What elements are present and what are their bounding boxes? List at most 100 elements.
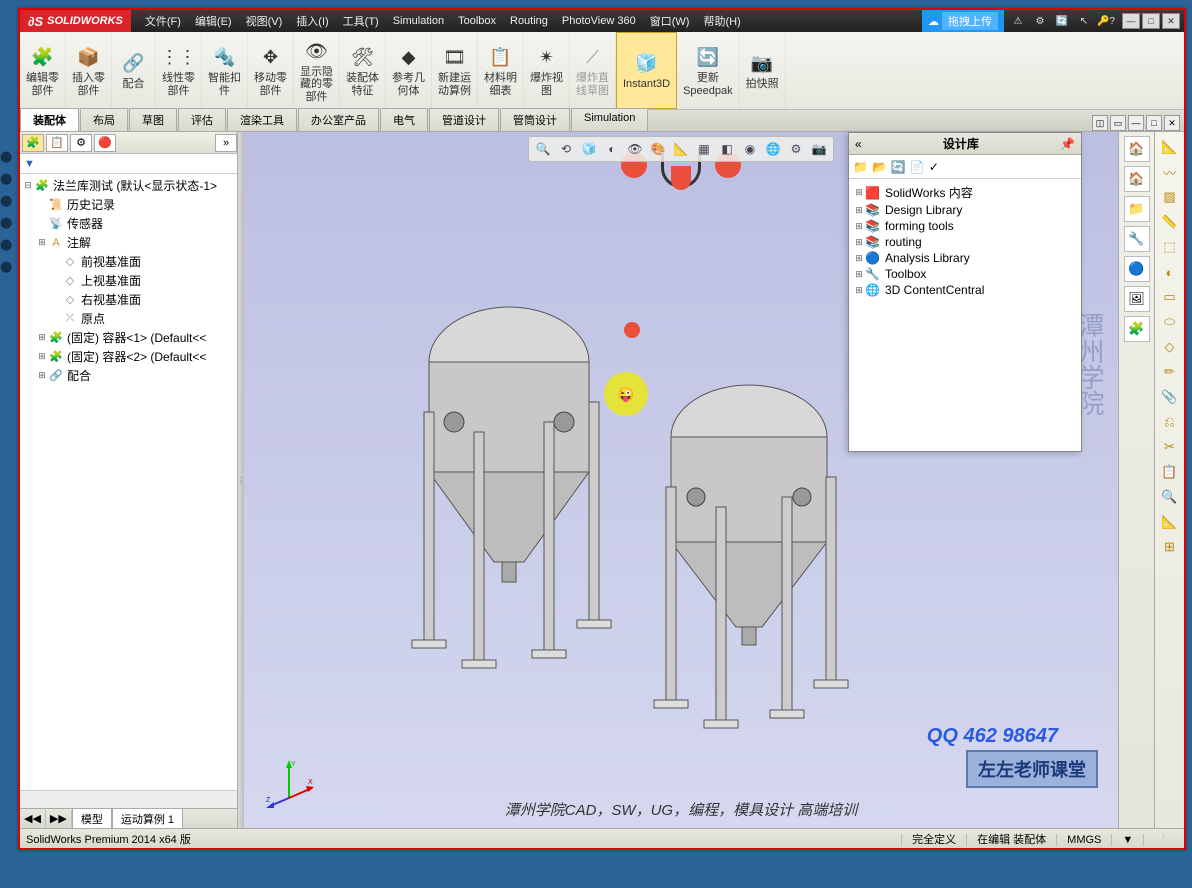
tree-item[interactable]: ⊞🧩(固定) 容器<2> (Default<<: [22, 347, 235, 366]
library-item[interactable]: ⊞🌐3D ContentCentral: [853, 282, 1077, 298]
design-library-tree[interactable]: ⊞🟥SolidWorks 内容⊞📚Design Library⊞📚forming…: [849, 179, 1081, 451]
ribbon-button[interactable]: 👁显示隐 藏的零 部件: [294, 32, 340, 109]
taskpane-tool[interactable]: 🔄: [891, 160, 906, 174]
taskpane-tool[interactable]: 📁: [853, 160, 868, 174]
taskpane-collapse-icon[interactable]: «: [855, 137, 862, 151]
view-tool-button[interactable]: ◐: [602, 139, 622, 159]
view-tool-button[interactable]: 📷: [809, 139, 829, 159]
taskpane-tab[interactable]: 🔧: [1124, 226, 1150, 252]
cursor-icon[interactable]: ↖: [1074, 12, 1094, 30]
tree-item[interactable]: ⤫原点: [22, 309, 235, 328]
menu-item[interactable]: Routing: [504, 13, 554, 29]
taskpane-tab[interactable]: 📁: [1124, 196, 1150, 222]
vtool-button[interactable]: ⬚: [1159, 236, 1181, 258]
vtool-button[interactable]: ▨: [1159, 186, 1181, 208]
vtool-button[interactable]: 〰: [1159, 161, 1181, 183]
library-item[interactable]: ⊞🟥SolidWorks 内容: [853, 183, 1077, 202]
vtool-button[interactable]: 📐: [1159, 136, 1181, 158]
library-item[interactable]: ⊞🔧Toolbox: [853, 266, 1077, 282]
taskpane-tab[interactable]: 🏠: [1124, 136, 1150, 162]
ribbon-button[interactable]: 🧊Instant3D: [616, 32, 677, 109]
vtool-button[interactable]: 📋: [1159, 461, 1181, 483]
panel-btn-1[interactable]: ◫: [1092, 115, 1108, 131]
ribbon-button[interactable]: 📷拍快照: [740, 32, 786, 109]
ribbon-button[interactable]: 🔩智能扣 件: [202, 32, 248, 109]
fm-tab-display[interactable]: 🔴: [94, 134, 116, 152]
motion-prev[interactable]: ◀◀: [20, 810, 46, 827]
command-tab[interactable]: 草图: [129, 108, 177, 131]
options-icon[interactable]: ⚙: [1030, 12, 1050, 30]
feature-tree[interactable]: ⊟ 🧩 法兰库测试 (默认<显示状态-1> 📜历史记录📡传感器⊞A注解◇前视基准…: [20, 174, 237, 790]
menu-item[interactable]: 文件(F): [139, 11, 187, 31]
ribbon-button[interactable]: 📦插入零 部件: [66, 32, 112, 109]
view-tool-button[interactable]: ⟲: [556, 139, 576, 159]
tree-item[interactable]: ⊞🔗配合: [22, 366, 235, 385]
vtool-button[interactable]: 📐: [1159, 511, 1181, 533]
library-item[interactable]: ⊞📚Design Library: [853, 202, 1077, 218]
vtool-button[interactable]: ▭: [1159, 286, 1181, 308]
menu-item[interactable]: 工具(T): [337, 11, 385, 31]
vtool-button[interactable]: 🔍: [1159, 486, 1181, 508]
upload-widget[interactable]: ☁ 拖拽上传: [922, 10, 1004, 32]
taskpane-tab[interactable]: 🔵: [1124, 256, 1150, 282]
view-tool-button[interactable]: 🌐: [763, 139, 783, 159]
taskpane-tab[interactable]: 🏠: [1124, 166, 1150, 192]
menu-item[interactable]: 插入(I): [290, 11, 334, 31]
menu-item[interactable]: 帮助(H): [697, 11, 746, 31]
command-tab[interactable]: 办公室产品: [298, 108, 379, 131]
tree-item[interactable]: ◇前视基准面: [22, 252, 235, 271]
ribbon-button[interactable]: 🛠装配体 特征: [340, 32, 386, 109]
tree-item[interactable]: ◇右视基准面: [22, 290, 235, 309]
vtool-button[interactable]: ✂: [1159, 436, 1181, 458]
rebuild-icon[interactable]: 🔄: [1052, 12, 1072, 30]
view-tool-button[interactable]: ▦: [694, 139, 714, 159]
vtool-button[interactable]: ◐: [1159, 261, 1181, 283]
tree-hscroll[interactable]: [20, 790, 237, 808]
view-tool-button[interactable]: 🧊: [579, 139, 599, 159]
search-icon[interactable]: 🔑?: [1096, 12, 1116, 30]
menu-item[interactable]: 窗口(W): [644, 11, 696, 31]
menu-item[interactable]: Toolbox: [452, 13, 502, 29]
taskpane-tool[interactable]: 📄: [910, 160, 925, 174]
view-tool-button[interactable]: 🔍: [533, 139, 553, 159]
ribbon-button[interactable]: 🔄更新 Speedpak: [677, 32, 740, 109]
panel-min[interactable]: —: [1128, 115, 1144, 131]
ribbon-button[interactable]: 🧩编辑零 部件: [20, 32, 66, 109]
tree-item[interactable]: ⊞A注解: [22, 233, 235, 252]
panel-btn-2[interactable]: ▭: [1110, 115, 1126, 131]
tree-root[interactable]: ⊟ 🧩 法兰库测试 (默认<显示状态-1>: [22, 176, 235, 195]
alert-icon[interactable]: ⚠: [1008, 12, 1028, 30]
menu-item[interactable]: Simulation: [387, 13, 450, 29]
menu-item[interactable]: 视图(V): [240, 11, 289, 31]
vtool-button[interactable]: ◇: [1159, 336, 1181, 358]
tree-item[interactable]: 📡传感器: [22, 214, 235, 233]
panel-close[interactable]: ✕: [1164, 115, 1180, 131]
view-tool-button[interactable]: 📐: [671, 139, 691, 159]
ribbon-button[interactable]: 🔗配合: [112, 32, 156, 109]
motion-next[interactable]: ▶▶: [46, 810, 72, 827]
fm-tab-expand[interactable]: »: [215, 134, 237, 152]
view-tool-button[interactable]: ◉: [740, 139, 760, 159]
ribbon-button[interactable]: ✴爆炸视 图: [524, 32, 570, 109]
maximize-button[interactable]: □: [1142, 13, 1160, 29]
fm-tab-tree[interactable]: 🧩: [22, 134, 44, 152]
ribbon-button[interactable]: 📋材料明 细表: [478, 32, 524, 109]
menu-item[interactable]: PhotoView 360: [556, 13, 642, 29]
minimize-button[interactable]: —: [1122, 13, 1140, 29]
taskpane-tab[interactable]: 🖼: [1124, 286, 1150, 312]
tree-item[interactable]: ◇上视基准面: [22, 271, 235, 290]
tree-item[interactable]: ⊞🧩(固定) 容器<1> (Default<<: [22, 328, 235, 347]
command-tab[interactable]: 装配体: [20, 108, 79, 131]
command-tab[interactable]: 评估: [178, 108, 226, 131]
taskpane-header[interactable]: « 设计库 📌: [849, 133, 1081, 155]
view-tool-button[interactable]: ⚙: [786, 139, 806, 159]
command-tab[interactable]: 渲染工具: [227, 108, 297, 131]
motion-tab[interactable]: 运动算例 1: [112, 808, 183, 829]
command-tab[interactable]: 管筒设计: [500, 108, 570, 131]
ribbon-button[interactable]: ⋮⋮线性零 部件: [156, 32, 202, 109]
motion-tab[interactable]: 模型: [72, 808, 112, 829]
vtool-button[interactable]: ✏: [1159, 361, 1181, 383]
close-button[interactable]: ✕: [1162, 13, 1180, 29]
library-item[interactable]: ⊞📚forming tools: [853, 218, 1077, 234]
vtool-button[interactable]: ⊞: [1159, 536, 1181, 558]
